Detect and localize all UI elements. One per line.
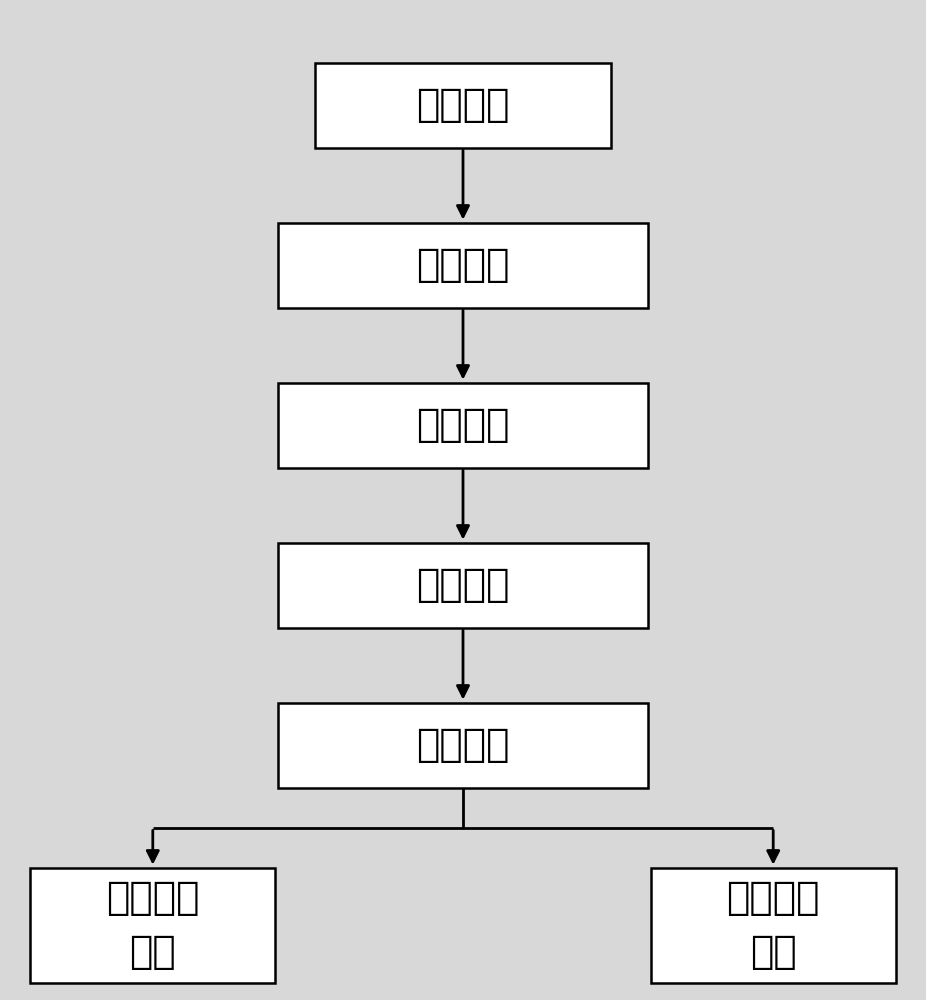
Text: 标定界面
显示: 标定界面 显示 [727,880,820,970]
Text: 设置参数: 设置参数 [417,86,509,124]
Text: 采集数据: 采集数据 [417,406,509,444]
Bar [31,867,276,982]
Bar [315,62,611,147]
Bar [278,382,648,468]
Bar [278,702,648,788]
Text: 标定解算: 标定解算 [417,726,509,764]
Text: 控制转台: 控制转台 [417,246,509,284]
Text: 标定结果
验证: 标定结果 验证 [106,880,199,970]
Bar [650,867,895,982]
Text: 存储数据: 存储数据 [417,566,509,604]
Bar [278,223,648,308]
Bar [278,542,648,628]
